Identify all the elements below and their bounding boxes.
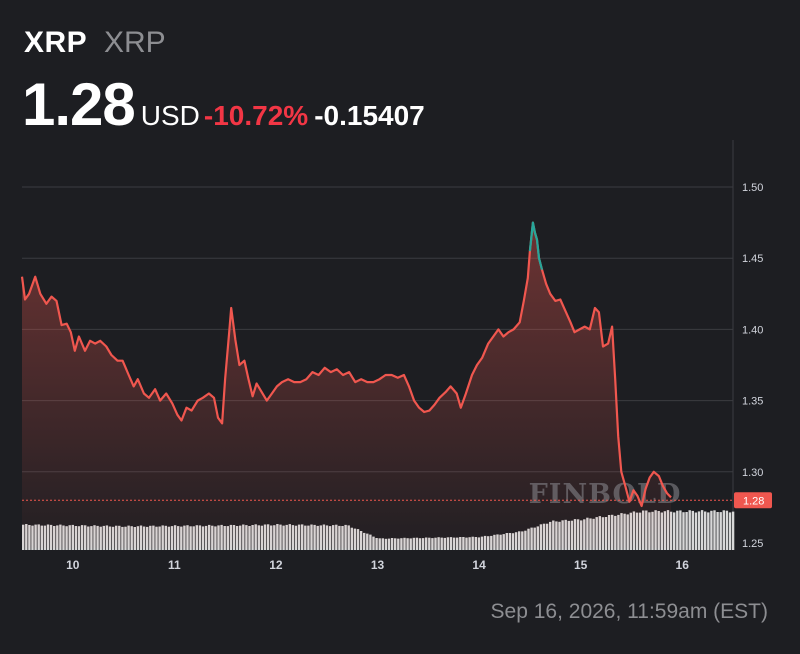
- x-tick-label: 16: [676, 558, 690, 572]
- current-price: 1.28: [22, 71, 136, 138]
- x-tick-label: 13: [371, 558, 385, 572]
- change-absolute: -0.15407: [314, 100, 425, 131]
- x-tick-label: 12: [269, 558, 283, 572]
- x-axis: 10 11 12 13 14 15 16: [66, 558, 689, 572]
- y-tick-label: 1.40: [742, 324, 763, 336]
- volume-bar: [725, 510, 729, 550]
- price-area-fill: [22, 222, 671, 548]
- y-axis: 1.50 1.45 1.40 1.35 1.30 1.25: [742, 182, 763, 550]
- volume-bar: [676, 510, 679, 550]
- volume-bar: [719, 512, 722, 550]
- y-tick-label: 1.45: [742, 253, 763, 265]
- x-tick-label: 10: [66, 558, 80, 572]
- x-tick-label: 15: [574, 558, 588, 572]
- volume-bar: [713, 510, 716, 550]
- volume-bar: [707, 512, 710, 550]
- asset-name: XRP: [104, 26, 166, 59]
- y-tick-label: 1.25: [742, 538, 763, 550]
- volume-bar: [688, 510, 691, 550]
- currency-label: USD: [140, 100, 200, 131]
- volume-bar: [700, 510, 704, 550]
- volume-bar: [704, 511, 707, 550]
- volume-bar: [679, 510, 682, 550]
- volume-bar: [673, 512, 676, 550]
- volume-bar: [728, 512, 732, 550]
- y-tick-label: 1.35: [742, 396, 763, 408]
- price-row: 1.28 USD -10.72% -0.15407: [22, 70, 425, 139]
- volume-bar: [697, 511, 701, 550]
- last-price-label: 1.28: [734, 492, 772, 509]
- price-line: [20, 221, 672, 508]
- volume-bar: [710, 510, 713, 550]
- change-percent: -10.72%: [203, 100, 309, 131]
- ticker-symbol: XRP: [24, 26, 88, 59]
- volume-bar: [685, 512, 688, 550]
- x-tick-label: 14: [472, 558, 486, 572]
- y-tick-label: 1.30: [742, 467, 763, 479]
- price-line-up-segment: [528, 221, 544, 270]
- volume-bar: [694, 512, 698, 550]
- x-tick-label: 11: [168, 558, 181, 572]
- volume-bar: [669, 511, 673, 550]
- finbold-watermark: FINBOLD: [529, 479, 682, 510]
- volume-bar: [716, 512, 719, 550]
- volume-bar: [731, 511, 735, 550]
- y-tick-label: 1.50: [742, 182, 763, 194]
- volume-bar: [691, 510, 694, 550]
- timestamp: Sep 16, 2026, 11:59am (EST): [490, 600, 768, 623]
- volume-bar: [682, 512, 685, 550]
- last-price-label-text: 1.28: [743, 495, 764, 507]
- volume-bar: [722, 510, 725, 550]
